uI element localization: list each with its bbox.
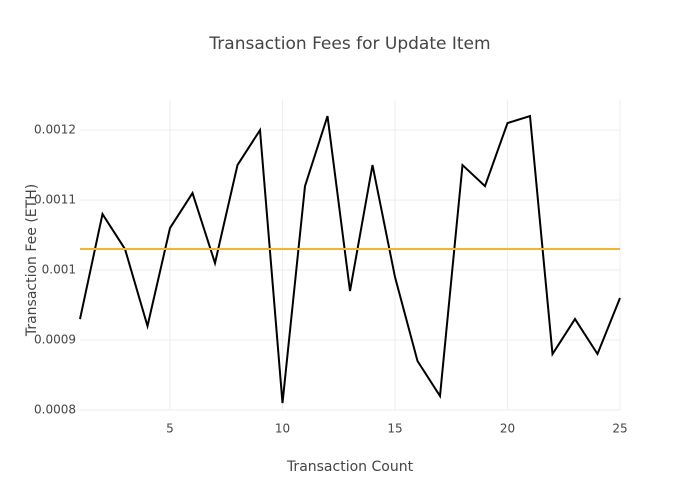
y-tick-label: 0.0009: [34, 333, 76, 347]
y-tick-label: 0.0008: [34, 403, 76, 417]
chart-title: Transaction Fees for Update Item: [208, 34, 490, 54]
x-tick-label: 5: [166, 422, 174, 436]
x-tick-label: 25: [612, 422, 627, 436]
x-tick-label: 10: [275, 422, 290, 436]
y-tick-label: 0.0011: [34, 193, 76, 207]
y-tick-label: 0.001: [42, 263, 76, 277]
x-axis-label: Transaction Count: [286, 459, 414, 475]
y-axis-label: Transaction Fee (ETH): [24, 184, 40, 337]
line: [79, 114, 621, 404]
x-tick-label: 20: [500, 422, 515, 436]
y-tick-label: 0.0012: [34, 123, 76, 137]
x-tick-label: 15: [387, 422, 402, 436]
